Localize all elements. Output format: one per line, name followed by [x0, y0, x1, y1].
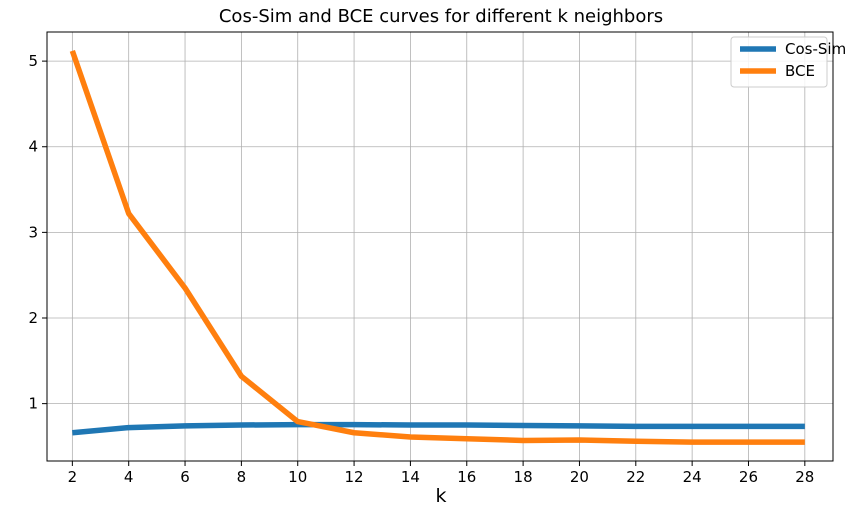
legend: Cos-Sim BCE — [730, 36, 846, 88]
x-tick-label: 6 — [180, 468, 190, 486]
series-lines — [69, 49, 805, 445]
x-tick-label: 4 — [124, 468, 134, 486]
plot-frame — [46, 31, 834, 462]
grid — [47, 32, 833, 461]
x-tick-label: 14 — [401, 468, 420, 486]
y-tick-label: 2 — [28, 309, 38, 327]
y-tick-label: 5 — [28, 52, 38, 70]
x-tick-label: 16 — [457, 468, 476, 486]
x-tick-label: 2 — [68, 468, 78, 486]
x-tick-label: 8 — [237, 468, 247, 486]
x-tick-label: 26 — [739, 468, 758, 486]
series-line-bce — [69, 49, 805, 445]
x-tick-label: 10 — [288, 468, 307, 486]
x-tick-label: 24 — [683, 468, 702, 486]
y-tick-label: 4 — [28, 138, 38, 156]
x-tick-label: 18 — [514, 468, 533, 486]
x-tick-label: 28 — [795, 468, 814, 486]
x-tick-label: 20 — [570, 468, 589, 486]
legend-label: Cos-Sim — [785, 40, 846, 58]
x-tick-label: 22 — [626, 468, 645, 486]
x-tick-label: 12 — [345, 468, 364, 486]
y-tick-label: 1 — [28, 395, 38, 413]
legend-label: BCE — [785, 62, 815, 80]
y-tick-label: 3 — [28, 223, 38, 241]
x-axis-label: k — [435, 485, 446, 507]
series-line-cos-sim — [72, 421, 805, 436]
chart-title: Cos-Sim and BCE curves for different k n… — [219, 6, 663, 27]
